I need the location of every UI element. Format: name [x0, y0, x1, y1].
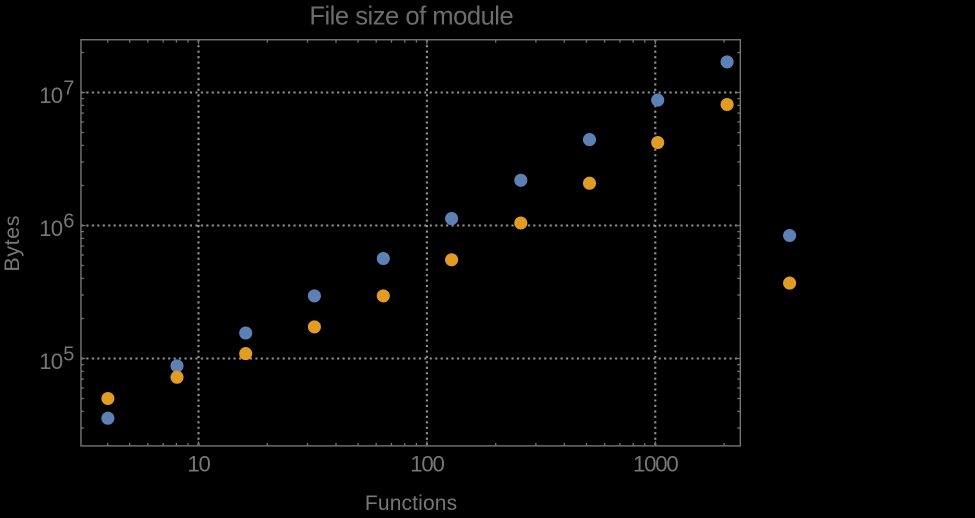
svg-text:7: 7: [63, 78, 74, 100]
svg-text:1000: 1000: [633, 451, 678, 476]
svg-text:10: 10: [39, 349, 63, 374]
svg-text:5: 5: [63, 344, 74, 366]
svg-text:10: 10: [39, 216, 63, 241]
svg-text:100: 100: [410, 451, 444, 476]
svg-text:File size of module: File size of module: [309, 3, 513, 31]
svg-text:Bytes: Bytes: [0, 215, 24, 272]
svg-text:10: 10: [187, 451, 210, 476]
svg-text:10: 10: [39, 83, 63, 108]
svg-text:Functions: Functions: [365, 492, 457, 513]
svg-text:6: 6: [63, 211, 74, 233]
